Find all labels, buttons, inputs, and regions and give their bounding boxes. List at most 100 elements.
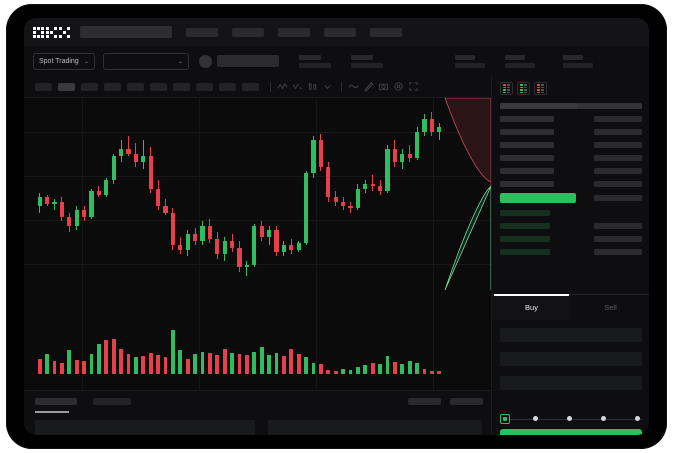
orderbook-ask-row[interactable] xyxy=(500,181,554,187)
price-candlestick-chart[interactable] xyxy=(24,98,491,290)
candle-body xyxy=(148,155,153,189)
volume-bar xyxy=(274,352,279,374)
candle-wick xyxy=(246,260,248,276)
pair-avatar xyxy=(199,54,212,68)
orderbook-ask-row[interactable] xyxy=(500,142,554,148)
search-input[interactable] xyxy=(80,26,172,38)
submit-order-button[interactable] xyxy=(500,429,642,435)
candle-body xyxy=(370,184,375,187)
amount-slider[interactable] xyxy=(500,414,642,424)
drawing-icon[interactable] xyxy=(362,81,374,93)
volume-bar xyxy=(326,369,331,374)
slider-stop-100[interactable] xyxy=(635,416,640,421)
candle-body xyxy=(141,155,146,163)
timeframe-button-8[interactable] xyxy=(219,82,236,91)
bottom-action-1[interactable] xyxy=(450,398,483,405)
volume-bar xyxy=(133,356,138,374)
nav-item-2[interactable] xyxy=(278,27,310,37)
buy-sell-tabs: Buy Sell xyxy=(492,294,649,320)
orderbook-ask-row[interactable] xyxy=(500,155,554,161)
slider-stop-75[interactable] xyxy=(601,416,606,421)
bottom-tab-0[interactable] xyxy=(35,398,77,405)
timeframe-button-9[interactable] xyxy=(242,82,259,91)
orderbook-mode-asks-only-icon[interactable] xyxy=(534,82,547,95)
candle-body xyxy=(289,245,294,250)
volume-bar xyxy=(348,369,353,374)
candle-body xyxy=(222,241,227,255)
slider-track xyxy=(504,418,642,420)
candle-body xyxy=(281,245,286,252)
candle-body xyxy=(437,127,442,132)
orderbook-bid-row[interactable] xyxy=(500,236,550,242)
ticker-stat-value xyxy=(299,62,331,68)
volume-bar xyxy=(318,363,323,374)
orderbook-mode-both-icon[interactable] xyxy=(500,82,513,95)
bottom-action-0[interactable] xyxy=(408,398,441,405)
candle-body xyxy=(415,131,420,158)
order-field-2[interactable] xyxy=(500,376,642,390)
timeframe-button-7[interactable] xyxy=(196,82,213,91)
chevron-down-icon[interactable] xyxy=(321,81,333,93)
nav-item-1[interactable] xyxy=(232,27,264,37)
bottom-field-1[interactable] xyxy=(268,420,482,435)
chart-gridline xyxy=(433,98,434,290)
ticker-stat-value xyxy=(505,62,535,68)
market-type-select[interactable]: Spot Trading ⌄ xyxy=(33,52,95,70)
okx-logo[interactable] xyxy=(33,26,70,38)
okx-logo-o xyxy=(33,26,44,38)
timeframe-button-4[interactable] xyxy=(127,82,144,91)
fullscreen-icon[interactable] xyxy=(407,81,419,93)
orderbook-ask-row[interactable] xyxy=(500,116,554,122)
candle-body xyxy=(59,201,64,217)
timeframe-button-6[interactable] xyxy=(173,82,190,91)
ticker-stat-value xyxy=(455,62,485,68)
slider-stop-50[interactable] xyxy=(567,416,572,421)
candle-body xyxy=(119,149,124,156)
orderbook-bid-row[interactable] xyxy=(500,249,550,255)
tab-buy[interactable]: Buy xyxy=(492,294,571,320)
bottom-field-0[interactable] xyxy=(35,420,255,435)
ticker-stat-4 xyxy=(563,54,593,68)
settings-icon[interactable] xyxy=(392,81,404,93)
nav-item-4[interactable] xyxy=(370,27,402,37)
order-field-0[interactable] xyxy=(500,328,642,342)
compare-icon[interactable] xyxy=(291,81,303,93)
indicator-icon[interactable] xyxy=(276,81,288,93)
timeframe-button-1[interactable] xyxy=(58,82,75,91)
bottom-tab-1[interactable] xyxy=(93,398,131,405)
bottom-panel-tabs xyxy=(35,398,131,405)
timeframe-button-2[interactable] xyxy=(81,82,98,91)
candle-body xyxy=(252,225,257,266)
line-chart-icon[interactable] xyxy=(347,81,359,93)
tab-buy-label: Buy xyxy=(525,303,538,312)
timeframe-button-5[interactable] xyxy=(150,82,167,91)
orderbook-ask-row[interactable] xyxy=(500,129,554,135)
volume-bar xyxy=(82,360,87,374)
toolbar-divider xyxy=(270,81,271,92)
nav-item-0[interactable] xyxy=(186,27,218,37)
slider-stop-25[interactable] xyxy=(533,416,538,421)
timeframe-button-0[interactable] xyxy=(35,82,52,91)
orderbook-bid-row[interactable] xyxy=(500,223,550,229)
orderbook-bid-row[interactable] xyxy=(500,210,550,216)
candle-body xyxy=(341,201,346,206)
chart-gridline xyxy=(24,132,491,133)
timeframe-button-3[interactable] xyxy=(104,82,121,91)
orderbook-ask-row[interactable] xyxy=(500,168,554,174)
chevron-down-icon: ⌄ xyxy=(177,58,183,65)
volume-bar xyxy=(67,350,72,374)
orderbook-mode-bids-only-icon[interactable] xyxy=(517,82,530,95)
camera-icon[interactable] xyxy=(377,81,389,93)
trading-pair-select[interactable]: ⌄ xyxy=(103,52,189,70)
ticker-stat-value xyxy=(351,62,383,68)
candle-body xyxy=(82,210,87,217)
tab-sell[interactable]: Sell xyxy=(571,295,649,320)
orderbook-trade-panel: Buy Sell xyxy=(491,76,649,435)
candle-type-icon[interactable] xyxy=(306,81,318,93)
orderbook-bid-amount xyxy=(594,249,642,255)
volume-bar xyxy=(37,358,42,374)
nav-item-3[interactable] xyxy=(324,27,356,37)
order-field-1[interactable] xyxy=(500,352,642,366)
orderbook[interactable] xyxy=(492,103,649,291)
slider-handle[interactable] xyxy=(500,414,510,424)
